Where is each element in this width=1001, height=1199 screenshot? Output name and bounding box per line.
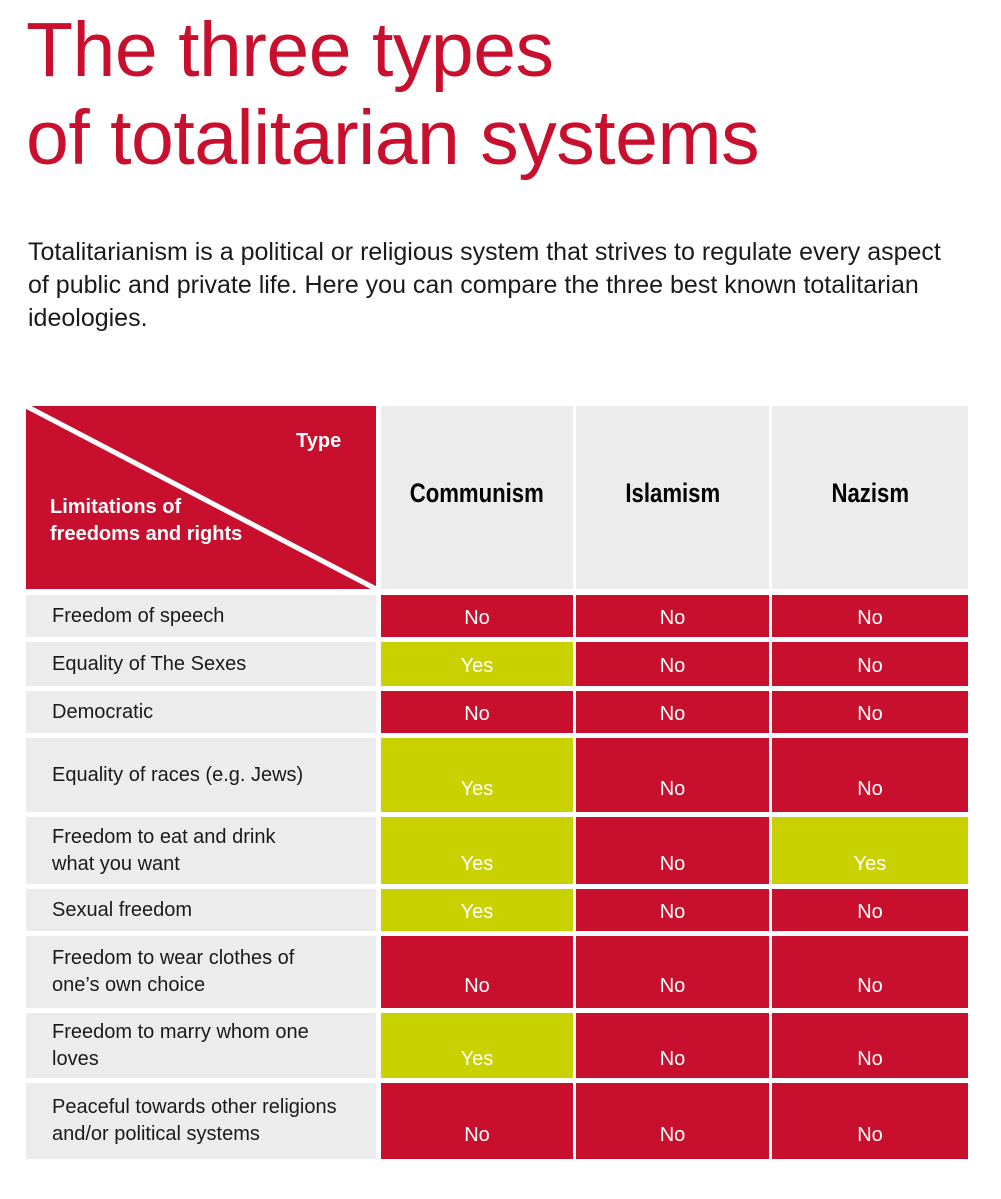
row-label: Freedom to eat and drink what you want	[26, 817, 376, 884]
row-label: Peaceful towards other religions and/or …	[26, 1083, 376, 1159]
table-cell-nazism: No	[772, 1083, 968, 1159]
table-cell-communism: No	[381, 691, 573, 733]
table-cell-communism: Yes	[381, 817, 573, 884]
table-cell-islamism: No	[576, 738, 769, 812]
row-label-text: Freedom of speech	[52, 604, 225, 627]
row-label: Freedom of speech	[26, 595, 376, 637]
column-header-label: Nazism	[831, 478, 909, 508]
corner-header-cell: Type Limitations of freedoms and rights	[26, 406, 376, 589]
corner-type-label: Type	[296, 430, 342, 452]
row-label-text: Peaceful towards other religions and/or …	[52, 1096, 337, 1145]
row-label-text: Democratic	[52, 700, 154, 723]
table-cell-islamism: No	[576, 691, 769, 733]
table-cell-nazism: No	[772, 889, 968, 931]
row-label: Equality of The Sexes	[26, 642, 376, 686]
table-cell-islamism: No	[576, 595, 769, 637]
table-cell-communism: No	[381, 1083, 573, 1159]
intro-paragraph: Totalitarianism is a political or religi…	[28, 238, 941, 332]
column-header-communism: Communism	[381, 406, 573, 589]
row-label-text: Freedom to marry whom one loves	[52, 1020, 309, 1070]
row-label-text: Freedom to wear clothes of one’s own cho…	[52, 947, 295, 996]
table-cell-nazism: No	[772, 595, 968, 637]
table-cell-nazism: No	[772, 738, 968, 812]
table-cell-nazism: No	[772, 936, 968, 1008]
column-header-nazism: Nazism	[772, 406, 968, 589]
table-cell-nazism: No	[772, 691, 968, 733]
table-cell-communism: No	[381, 595, 573, 637]
table-cell-communism: Yes	[381, 889, 573, 931]
page-title: The three types of totalitarian systems	[26, 6, 966, 182]
table-cell-communism: No	[381, 936, 573, 1008]
table-cell-communism: Yes	[381, 1013, 573, 1078]
row-label: Democratic	[26, 691, 376, 733]
table-cell-communism: Yes	[381, 642, 573, 686]
row-label: Freedom to marry whom one loves	[26, 1013, 376, 1078]
row-label: Sexual freedom	[26, 889, 376, 931]
row-label-text: Freedom to eat and drink what you want	[52, 825, 276, 875]
row-label: Equality of races (e.g. Jews)	[26, 738, 376, 812]
table-cell-nazism: No	[772, 642, 968, 686]
row-label-text: Equality of races (e.g. Jews)	[52, 763, 304, 786]
table-cell-islamism: No	[576, 642, 769, 686]
row-label: Freedom to wear clothes of one’s own cho…	[26, 936, 376, 1008]
title-line-1: The three types	[26, 7, 554, 93]
column-header-label: Islamism	[625, 478, 720, 508]
diagonal-divider-icon	[26, 406, 376, 589]
table-cell-communism: Yes	[381, 738, 573, 812]
corner-limitations-label: Limitations of freedoms and rights	[50, 496, 243, 545]
table-cell-islamism: No	[576, 936, 769, 1008]
table-cell-nazism: No	[772, 1013, 968, 1078]
column-header-islamism: Islamism	[576, 406, 769, 589]
table-cell-islamism: No	[576, 817, 769, 884]
title-line-2: of totalitarian systems	[26, 95, 760, 181]
comparison-table: Type Limitations of freedoms and rights …	[26, 406, 968, 1162]
row-label-text: Equality of The Sexes	[52, 652, 247, 675]
table-cell-nazism: Yes	[772, 817, 968, 884]
row-label-text: Sexual freedom	[52, 898, 193, 921]
table-cell-islamism: No	[576, 1083, 769, 1159]
column-header-label: Communism	[409, 478, 545, 508]
table-cell-islamism: No	[576, 1013, 769, 1078]
table-cell-islamism: No	[576, 889, 769, 931]
